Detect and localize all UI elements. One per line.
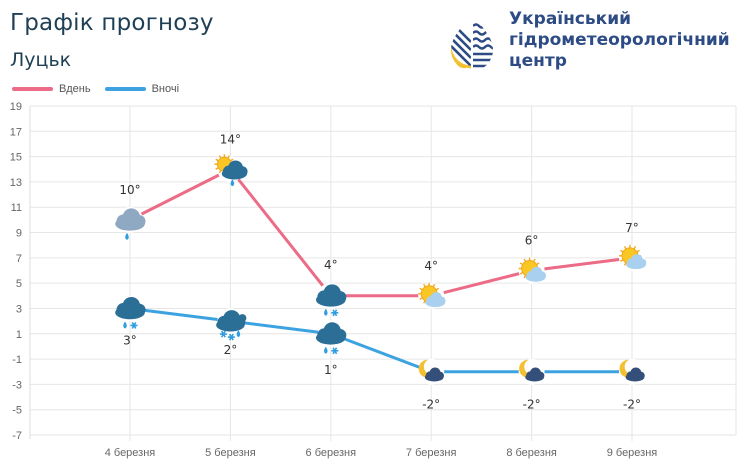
y-tick-label: -7	[12, 430, 22, 442]
data-label: 2°	[224, 343, 238, 357]
organization-name-line1: Український	[509, 9, 632, 29]
moon-cloud-icon	[518, 358, 545, 385]
y-tick-label: 5	[16, 278, 22, 290]
sun-cloud-icon	[518, 257, 546, 284]
sun-cloud-icon	[619, 244, 647, 271]
legend-swatch-day	[12, 87, 53, 91]
organization-name-line3: центр	[509, 51, 567, 71]
x-tick-label: 6 березня	[306, 447, 357, 459]
y-tick-label: 13	[10, 177, 22, 189]
series-lines	[129, 167, 633, 374]
chart-grid	[29, 105, 737, 441]
sun-cloud-icon	[418, 282, 446, 309]
x-axis-ticks: 4 березня 5 березня 6 березня 7 березня 8 бе…	[105, 447, 658, 459]
y-tick-label: -3	[12, 379, 22, 391]
legend-label-night: Вночі	[151, 83, 180, 95]
x-tick-label: 7 березня	[406, 447, 457, 459]
legend-label-day: Вдень	[59, 83, 91, 95]
organization-name: Український гідрометеорологічний центр	[509, 9, 730, 72]
x-tick-label: 8 березня	[506, 447, 557, 459]
data-label: 6°	[525, 234, 539, 248]
data-label: -2°	[523, 398, 541, 412]
data-label: 7°	[625, 221, 639, 235]
y-tick-label: 1	[16, 329, 22, 341]
x-tick-label: 5 березня	[205, 447, 256, 459]
legend-item-day[interactable]: Вдень	[12, 83, 91, 95]
data-label: 4°	[324, 258, 338, 272]
data-label: 10°	[119, 183, 140, 197]
legend-item-night[interactable]: Вночі	[104, 83, 180, 95]
y-tick-label: 11	[11, 202, 22, 214]
legend-swatch-night	[104, 87, 146, 91]
y-tick-label: 3	[16, 303, 22, 315]
ugmc-logo-icon	[451, 12, 493, 71]
y-tick-label: 17	[10, 126, 22, 138]
x-tick-label: 9 березня	[607, 447, 658, 459]
y-tick-label: 7	[16, 253, 22, 265]
y-tick-label: 19	[10, 101, 22, 113]
y-tick-label: 15	[10, 152, 22, 164]
rain-cloud-icon	[115, 206, 146, 240]
moon-cloud-icon	[619, 358, 645, 385]
data-label: 1°	[324, 363, 338, 377]
y-axis-ticks: 19 17 15 13 11 9 7 5 3 1 -1 -3 -5 -7	[10, 101, 22, 442]
sun-cloud-rain-icon	[214, 154, 248, 187]
y-tick-label: 9	[16, 228, 22, 240]
data-label: 3°	[123, 333, 137, 347]
chart-legend: Вдень Вночі	[12, 83, 193, 95]
y-tick-label: -5	[12, 405, 22, 417]
moon-cloud-icon	[418, 358, 445, 385]
data-label: 4°	[424, 259, 438, 273]
data-label: -2°	[422, 398, 440, 412]
city-name: Луцьк	[10, 49, 72, 71]
page-title: Графік прогнозу	[10, 10, 214, 36]
y-tick-label: -1	[12, 354, 22, 366]
rain-snow-cloud-icon	[315, 282, 347, 317]
data-label: 14°	[220, 132, 241, 146]
series-line-night	[129, 306, 632, 374]
series-line-day	[129, 167, 633, 298]
x-tick-label: 4 березня	[105, 447, 156, 459]
snow-cloud-icon	[216, 308, 247, 341]
rain-snow-cloud-icon	[115, 295, 146, 329]
rain-snow-cloud-icon	[315, 320, 347, 355]
data-labels: 10° 14° 4° 4° 6° 7° 3° 2° 1° -2° -2° -2°	[119, 132, 641, 411]
weather-icons	[115, 154, 647, 385]
organization-name-line2: гідрометеорологічний	[509, 30, 730, 50]
data-label: -2°	[623, 398, 641, 412]
